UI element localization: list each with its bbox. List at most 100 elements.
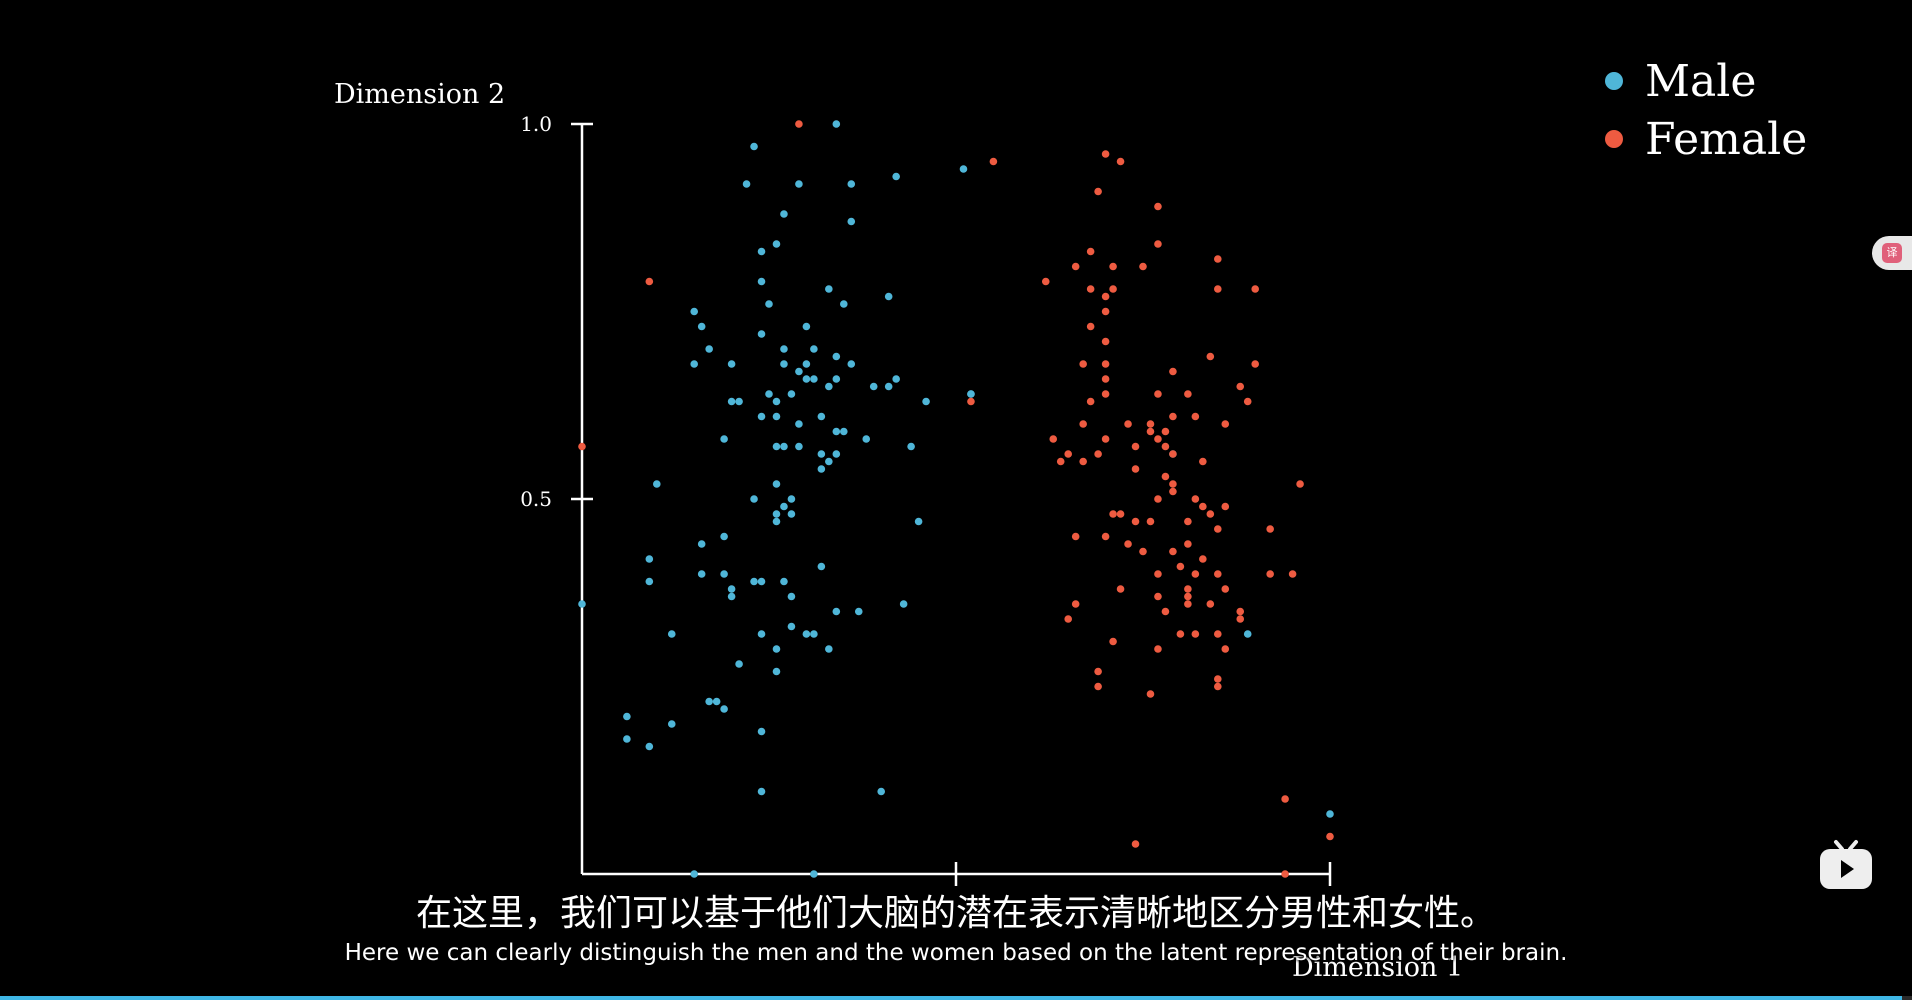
point-female-80 <box>1154 570 1162 578</box>
translate-button[interactable]: 译 <box>1872 236 1912 270</box>
point-male-79 <box>727 585 736 593</box>
point-male-78 <box>780 577 788 586</box>
point-female-28 <box>1236 382 1245 391</box>
point-male-75 <box>757 577 766 586</box>
point-male-25 <box>847 360 856 368</box>
point-male-57 <box>907 442 915 451</box>
point-male-3 <box>795 180 803 188</box>
point-male-63 <box>787 495 796 503</box>
point-female-15 <box>1101 292 1110 301</box>
point-male-82 <box>899 600 908 608</box>
point-male-59 <box>817 465 826 473</box>
point-female-1 <box>989 157 998 166</box>
point-female-109 <box>1131 840 1140 848</box>
point-female-36 <box>1191 412 1200 421</box>
point-male-7 <box>780 210 788 218</box>
point-male-6 <box>959 165 968 173</box>
point-male-30 <box>802 375 811 383</box>
point-female-18 <box>1251 285 1259 293</box>
point-female-94 <box>1236 607 1245 616</box>
bilibili-tv-icon[interactable] <box>1818 836 1874 892</box>
point-male-98 <box>623 712 631 721</box>
point-male-50 <box>862 435 871 443</box>
point-female-105 <box>1214 682 1222 691</box>
point-female-70 <box>1214 525 1222 533</box>
point-male-55 <box>817 450 826 458</box>
point-female-76 <box>1169 547 1177 556</box>
point-male-11 <box>757 277 766 286</box>
point-female-22 <box>1206 352 1215 361</box>
point-female-52 <box>1079 457 1087 466</box>
point-female-93 <box>1161 607 1170 616</box>
point-male-23 <box>802 360 811 368</box>
point-male-105 <box>690 870 698 878</box>
video-progress-bar[interactable] <box>0 996 1912 1000</box>
point-female-31 <box>1154 390 1162 398</box>
plot-axes: 0.5 1.0 <box>520 112 1332 886</box>
point-female-53 <box>1056 457 1065 466</box>
point-female-50 <box>1094 450 1102 458</box>
point-female-49 <box>578 442 586 451</box>
point-female-68 <box>1184 517 1192 526</box>
point-female-103 <box>1094 667 1102 676</box>
point-female-38 <box>1124 420 1132 428</box>
point-male-42 <box>922 397 930 406</box>
y-tick-label-0: 0.5 <box>520 487 552 511</box>
video-progress-fill <box>0 996 1903 1000</box>
point-male-8 <box>847 217 856 226</box>
point-female-87 <box>1116 585 1125 593</box>
point-female-65 <box>1116 510 1125 518</box>
point-male-109 <box>1243 630 1252 638</box>
point-female-43 <box>1221 420 1230 428</box>
point-male-9 <box>757 247 766 256</box>
point-female-98 <box>1176 630 1185 638</box>
point-female-26 <box>1169 367 1177 376</box>
point-female-48 <box>1169 450 1177 458</box>
point-female-74 <box>1124 540 1132 548</box>
point-male-90 <box>667 630 676 638</box>
point-male-60 <box>653 480 661 488</box>
point-male-38 <box>787 390 796 398</box>
point-male-88 <box>810 630 818 638</box>
point-female-55 <box>1131 465 1140 473</box>
point-male-74 <box>750 577 758 586</box>
point-female-67 <box>1146 517 1155 526</box>
point-male-86 <box>787 622 796 631</box>
point-male-48 <box>832 427 841 436</box>
point-male-33 <box>825 382 833 391</box>
legend-dot-female <box>1605 130 1623 148</box>
point-male-31 <box>810 375 818 383</box>
point-male-29 <box>795 367 803 376</box>
point-male-91 <box>772 645 781 653</box>
point-female-27 <box>1101 375 1110 383</box>
point-male-72 <box>697 570 706 578</box>
point-female-108 <box>1281 795 1289 803</box>
point-male-36 <box>892 375 900 383</box>
point-female-13 <box>1041 277 1050 286</box>
point-female-4 <box>1094 187 1102 196</box>
point-male-10 <box>772 240 781 248</box>
legend-item-female: Female <box>1605 110 1807 168</box>
point-female-77 <box>1139 547 1147 556</box>
point-male-85 <box>578 600 586 608</box>
point-female-111 <box>1326 832 1334 841</box>
point-female-23 <box>1101 360 1110 368</box>
point-male-89 <box>757 630 766 638</box>
point-female-37 <box>1079 420 1087 428</box>
point-female-92 <box>1071 600 1080 608</box>
point-male-56 <box>832 450 841 458</box>
point-male-80 <box>727 592 736 601</box>
point-male-22 <box>810 345 818 353</box>
point-male-35 <box>884 382 893 391</box>
legend-label-male: Male <box>1645 55 1757 107</box>
point-male-92 <box>825 645 833 653</box>
point-male-76 <box>817 562 826 571</box>
point-female-69 <box>1206 510 1215 518</box>
point-male-99 <box>667 720 676 728</box>
point-female-2 <box>1101 150 1110 158</box>
point-male-41 <box>735 397 743 406</box>
point-female-21 <box>1101 337 1110 346</box>
point-male-71 <box>645 555 654 563</box>
point-male-107 <box>967 390 975 398</box>
